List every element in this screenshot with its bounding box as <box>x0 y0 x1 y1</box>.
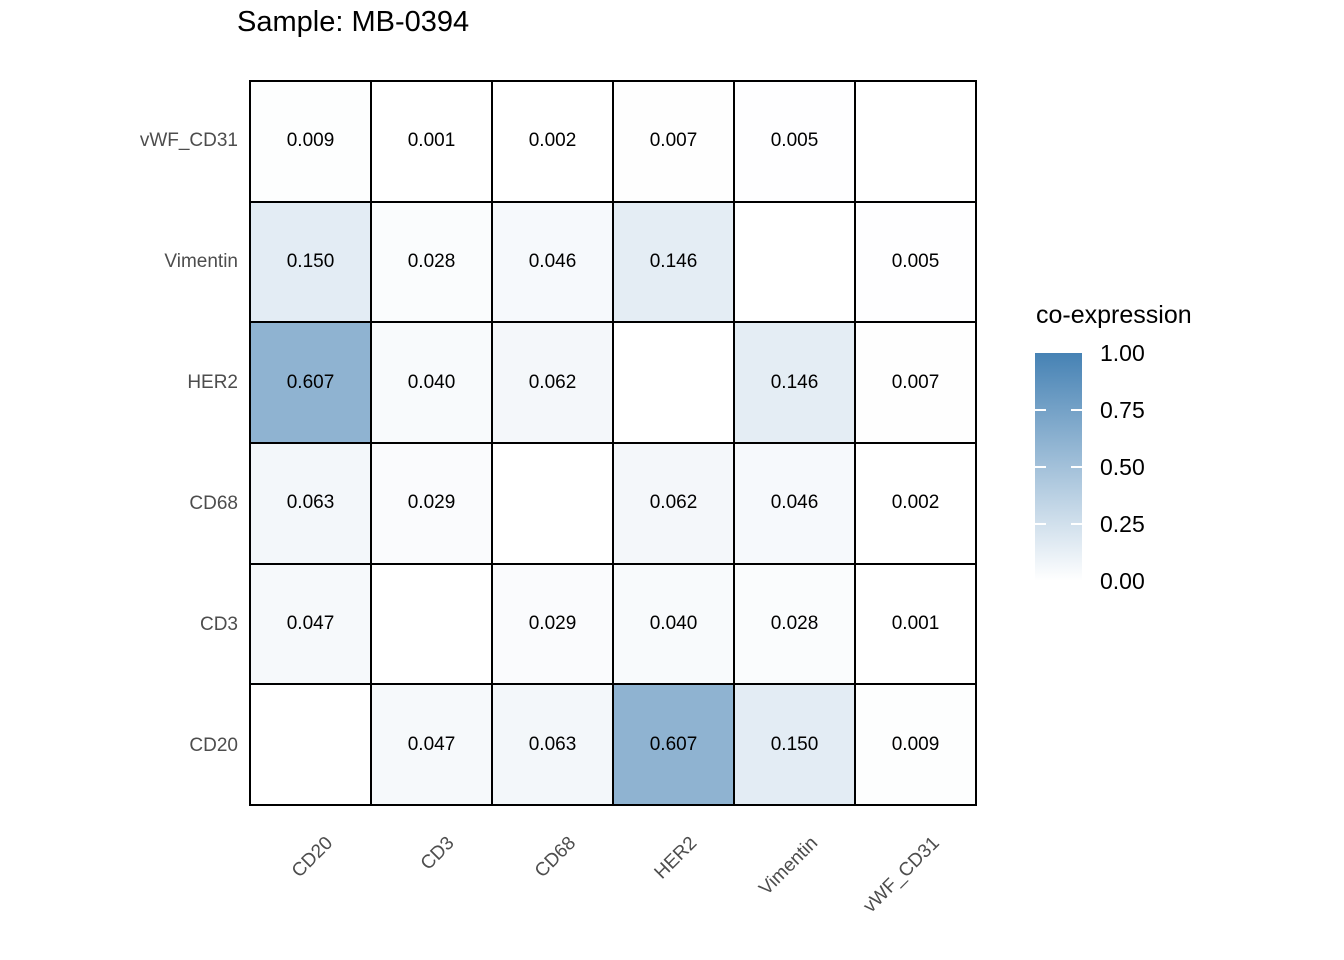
legend-colorbar <box>1035 353 1082 581</box>
heatmap-cell: 0.002 <box>492 81 613 202</box>
legend-title: co-expression <box>1036 301 1192 329</box>
legend-tick-mark <box>1071 409 1082 411</box>
heatmap-cell: 0.607 <box>613 684 734 805</box>
cell-value: 0.007 <box>891 371 940 393</box>
heatmap-cell <box>250 684 371 805</box>
x-axis-label: Vimentin <box>755 832 823 900</box>
cell-value: 0.040 <box>649 612 698 634</box>
legend-tick-label: 0.75 <box>1100 397 1145 423</box>
heatmap-cell: 0.063 <box>492 684 613 805</box>
cell-value: 0.150 <box>770 733 819 755</box>
heatmap-cell: 0.150 <box>250 201 371 323</box>
heatmap-cell <box>613 322 734 443</box>
cell-value: 0.047 <box>286 612 335 634</box>
cell-value: 0.040 <box>407 371 456 393</box>
heatmap-cell: 0.062 <box>613 442 734 564</box>
heatmap-cell: 0.007 <box>613 81 734 202</box>
cell-value: 0.047 <box>407 733 456 755</box>
x-axis-label: CD3 <box>416 832 459 875</box>
y-axis-label: vWF_CD31 <box>139 129 238 151</box>
x-axis-label: HER2 <box>650 832 702 884</box>
heatmap-cell: 0.009 <box>250 81 371 202</box>
cell-value: 0.046 <box>528 250 577 272</box>
heatmap-cell: 0.047 <box>371 684 492 805</box>
y-axis-label: CD68 <box>189 492 238 514</box>
heatmap-cell: 0.046 <box>734 442 855 564</box>
cell-value: 0.607 <box>649 733 698 755</box>
heatmap-cell: 0.146 <box>734 322 855 443</box>
cell-value: 0.007 <box>649 130 698 152</box>
cell-value: 0.002 <box>528 130 577 152</box>
cell-value: 0.062 <box>528 371 577 393</box>
heatmap-cell: 0.146 <box>613 201 734 323</box>
legend-tick-mark <box>1071 466 1082 468</box>
heatmap-panel: 0.009 0.001 0.002 0.007 0.005 0.150 0.028 0.046… <box>249 80 977 806</box>
cell-value: 0.063 <box>528 733 577 755</box>
cell-value: 0.001 <box>891 612 940 634</box>
legend-tick-label: 1.00 <box>1100 340 1145 366</box>
cell-value: 0.150 <box>286 250 335 272</box>
cell-value: 0.146 <box>649 250 698 272</box>
heatmap-cell: 0.028 <box>371 201 492 323</box>
cell-value: 0.009 <box>891 733 940 755</box>
heatmap-cell: 0.150 <box>734 684 855 805</box>
cell-value: 0.009 <box>286 130 335 152</box>
cell-value: 0.607 <box>286 371 335 393</box>
legend-tick-mark <box>1035 409 1046 411</box>
cell-value: 0.046 <box>770 492 819 514</box>
cell-value: 0.028 <box>770 612 819 634</box>
cell-value: 0.029 <box>528 612 577 634</box>
cell-value: 0.063 <box>286 492 335 514</box>
heatmap-cell: 0.005 <box>734 81 855 202</box>
legend-tick-label: 0.25 <box>1100 511 1145 537</box>
y-axis-label: HER2 <box>187 371 238 393</box>
heatmap-cell: 0.009 <box>855 684 976 805</box>
legend-tick-label: 0.00 <box>1100 568 1145 594</box>
heatmap-cell: 0.029 <box>492 563 613 685</box>
x-axis-label: CD68 <box>530 832 580 882</box>
heatmap-cell <box>492 442 613 564</box>
heatmap-cell: 0.001 <box>855 563 976 685</box>
heatmap-cell <box>855 81 976 202</box>
x-axis-label: CD20 <box>288 832 338 882</box>
heatmap-cell: 0.028 <box>734 563 855 685</box>
heatmap-cell: 0.607 <box>250 322 371 443</box>
cell-value: 0.002 <box>891 492 940 514</box>
heatmap-cell: 0.040 <box>371 322 492 443</box>
heatmap-cell <box>734 201 855 323</box>
cell-value: 0.028 <box>407 250 456 272</box>
plot-title: Sample: MB-0394 <box>237 6 470 38</box>
cell-value: 0.062 <box>649 492 698 514</box>
heatmap-cell: 0.005 <box>855 201 976 323</box>
cell-value: 0.005 <box>770 130 819 152</box>
heatmap-cell: 0.062 <box>492 322 613 443</box>
heatmap-cell: 0.047 <box>250 563 371 685</box>
heatmap-cell: 0.063 <box>250 442 371 564</box>
heatmap-cell: 0.040 <box>613 563 734 685</box>
heatmap-cell: 0.002 <box>855 442 976 564</box>
cell-value: 0.029 <box>407 492 456 514</box>
heatmap-cell: 0.046 <box>492 201 613 323</box>
cell-value: 0.001 <box>407 130 456 152</box>
x-axis-label: vWF_CD31 <box>859 832 944 917</box>
legend-tick-mark <box>1071 523 1082 525</box>
heatmap-cell <box>371 563 492 685</box>
heatmap-cell: 0.001 <box>371 81 492 202</box>
legend-tick-mark <box>1035 466 1046 468</box>
heatmap-cell: 0.029 <box>371 442 492 564</box>
y-axis-label: CD3 <box>199 613 238 635</box>
y-axis-label: Vimentin <box>164 250 238 272</box>
cell-value: 0.005 <box>891 250 940 272</box>
legend-tick-mark <box>1035 523 1046 525</box>
cell-value: 0.146 <box>770 371 819 393</box>
legend-tick-label: 0.50 <box>1100 454 1145 480</box>
y-axis-label: CD20 <box>189 734 238 756</box>
heatmap-cell: 0.007 <box>855 322 976 443</box>
